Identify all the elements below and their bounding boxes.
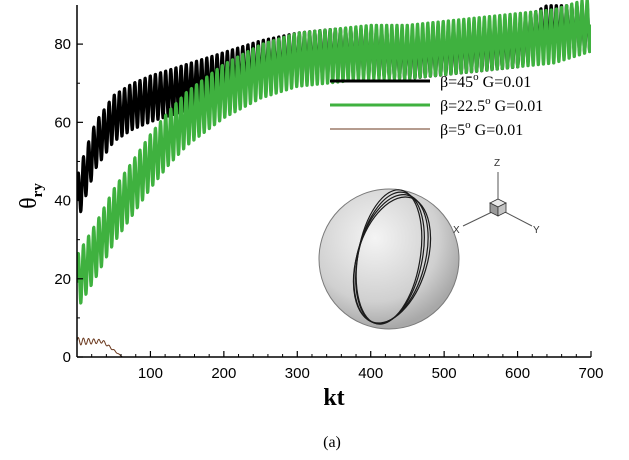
- svg-text:θry: θry: [16, 183, 46, 209]
- legend-item-beta-45: β=45o G=0.01: [330, 71, 531, 91]
- inset-axis-triad: Z X Y: [453, 158, 540, 236]
- inset-sphere: [318, 188, 460, 330]
- inset-sphere-group: [318, 188, 460, 330]
- legend-item-beta-5: β=5o G=0.01: [330, 119, 523, 139]
- y-tick-label: 60: [54, 114, 71, 131]
- legend-label-beta-45: β=45o G=0.01: [440, 71, 531, 91]
- y-axis-title: θry: [16, 183, 46, 209]
- legend-label-beta-22-5: β=22.5o G=0.01: [440, 95, 543, 115]
- triad-x-line: [462, 211, 493, 227]
- legend-label-beta-5: β=5o G=0.01: [440, 119, 523, 139]
- triad-cube: [489, 198, 507, 217]
- x-tick-label: 500: [432, 365, 457, 382]
- inset-trajectory: [352, 189, 432, 325]
- x-tick-label: 200: [211, 365, 236, 382]
- x-tick-label: 400: [358, 365, 383, 382]
- y-axis-title-main: θ: [16, 197, 42, 209]
- y-axis-title-sub: ry: [30, 183, 46, 198]
- triad-y-line: [504, 211, 533, 227]
- x-tick-label: 100: [138, 365, 163, 382]
- x-tick-label: 700: [578, 365, 603, 382]
- y-ticks: 0 20 40 60 80: [54, 36, 83, 366]
- x-ticks: 100 200 300 400 500 600 700: [91, 351, 604, 382]
- series-line-beta-5: [77, 337, 123, 358]
- triad-y-label: Y: [533, 225, 540, 236]
- y-tick-label: 0: [63, 349, 71, 366]
- y-tick-label: 40: [54, 193, 71, 210]
- y-tick-label: 80: [54, 36, 71, 53]
- series-line-beta-22-5: [77, 0, 591, 305]
- triad-x-label: X: [453, 225, 460, 236]
- x-tick-label: 600: [505, 365, 530, 382]
- triad-z-label: Z: [494, 158, 500, 169]
- x-axis-title: kt: [323, 385, 344, 411]
- legend: β=45o G=0.01 β=22.5o G=0.01 β=5o G=0.01: [330, 71, 543, 139]
- series-group: [77, 0, 591, 358]
- x-tick-label: 300: [285, 365, 310, 382]
- y-tick-label: 20: [54, 271, 71, 288]
- figure-caption: (a): [323, 434, 341, 451]
- legend-item-beta-22-5: β=22.5o G=0.01: [330, 95, 543, 115]
